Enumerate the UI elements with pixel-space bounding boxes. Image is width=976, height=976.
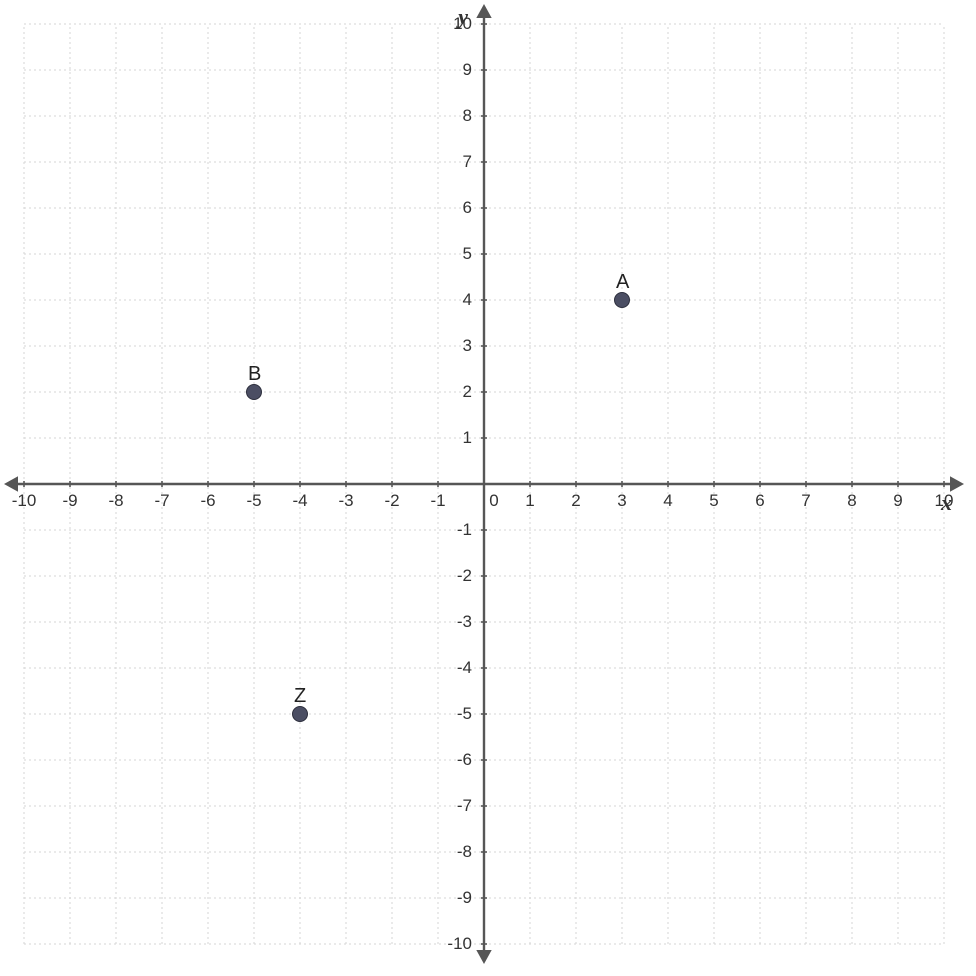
- x-tick-label: -1: [430, 491, 445, 510]
- x-tick-label: 5: [709, 491, 718, 510]
- y-tick-label: 6: [463, 198, 472, 217]
- data-point: [247, 385, 262, 400]
- data-point-label: B: [248, 363, 261, 385]
- y-tick-label: -8: [457, 842, 472, 861]
- x-tick-label: -2: [384, 491, 399, 510]
- x-tick-label: 4: [663, 491, 672, 510]
- y-tick-label: -5: [457, 704, 472, 723]
- x-tick-label: 1: [525, 491, 534, 510]
- coordinate-plane: yx-10-9-8-7-6-5-4-3-2-1012345678910-10-9…: [0, 0, 976, 976]
- x-tick-label: 0: [489, 491, 498, 510]
- y-tick-label: 3: [463, 336, 472, 355]
- y-tick-label: 8: [463, 106, 472, 125]
- x-tick-label: 10: [935, 491, 954, 510]
- data-point: [293, 707, 308, 722]
- x-tick-label: -6: [200, 491, 215, 510]
- y-tick-label: -10: [447, 934, 472, 953]
- arrowhead-down-icon: [476, 950, 491, 964]
- y-tick-label: 5: [463, 244, 472, 263]
- axes: yx: [4, 4, 964, 964]
- data-point: [615, 293, 630, 308]
- x-tick-label: -7: [154, 491, 169, 510]
- y-tick-label: -3: [457, 612, 472, 631]
- x-tick-label: -9: [62, 491, 77, 510]
- y-tick-label: -4: [457, 658, 472, 677]
- y-tick-label: 7: [463, 152, 472, 171]
- x-tick-label: -8: [108, 491, 123, 510]
- arrowhead-left-icon: [4, 476, 18, 491]
- data-point-label: Z: [294, 685, 306, 707]
- x-tick-label: -3: [338, 491, 353, 510]
- x-tick-label: 3: [617, 491, 626, 510]
- y-tick-label: -2: [457, 566, 472, 585]
- y-tick-label: 10: [453, 14, 472, 33]
- data-point-label: A: [616, 271, 630, 293]
- y-tick-label: 1: [463, 428, 472, 447]
- x-tick-label: 8: [847, 491, 856, 510]
- x-tick-label: 6: [755, 491, 764, 510]
- x-tick-label: 7: [801, 491, 810, 510]
- y-tick-label: 4: [463, 290, 472, 309]
- y-tick-label: -6: [457, 750, 472, 769]
- x-tick-label: 9: [893, 491, 902, 510]
- x-tick-label: -5: [246, 491, 261, 510]
- arrowhead-up-icon: [476, 4, 491, 18]
- x-tick-label: 2: [571, 491, 580, 510]
- y-tick-label: -9: [457, 888, 472, 907]
- x-tick-label: -4: [292, 491, 307, 510]
- y-tick-label: 9: [463, 60, 472, 79]
- x-tick-label: -10: [12, 491, 37, 510]
- arrowhead-right-icon: [950, 476, 964, 491]
- y-tick-label: -1: [457, 520, 472, 539]
- y-tick-label: -7: [457, 796, 472, 815]
- y-tick-label: 2: [463, 382, 472, 401]
